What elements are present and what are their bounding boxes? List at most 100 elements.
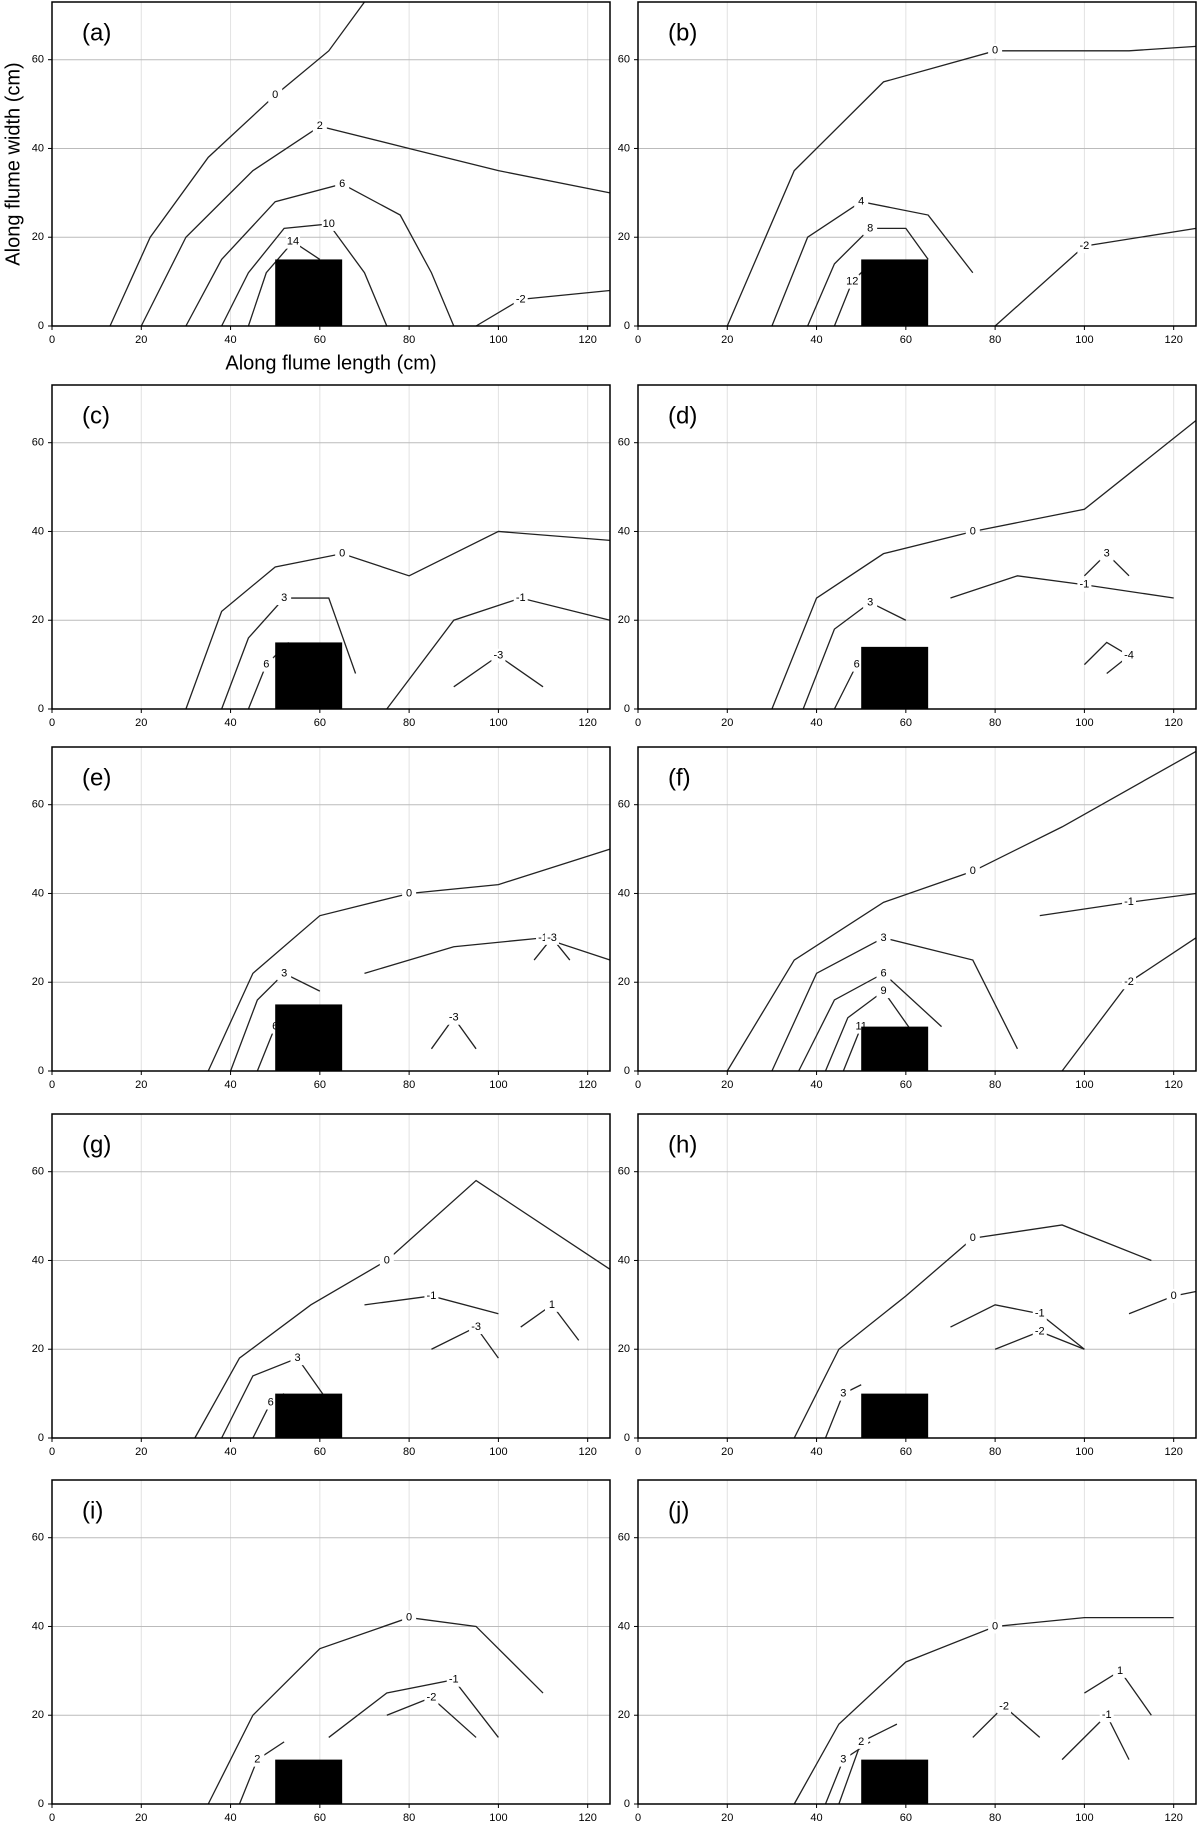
x-tick-label: 100 <box>489 1079 507 1091</box>
contour-label-bg <box>854 1734 869 1749</box>
x-tick-label: 40 <box>810 334 822 346</box>
y-tick-label: 20 <box>32 231 44 243</box>
contour-line <box>771 419 1197 710</box>
contour-label: -1 <box>1080 579 1090 591</box>
contour-label: -3 <box>449 1012 459 1024</box>
contour-label-bg <box>1099 546 1114 561</box>
x-tick-label: 60 <box>900 1812 912 1824</box>
x-tick-label: 100 <box>1075 1446 1093 1458</box>
plot-frame <box>51 1113 611 1439</box>
y-tick-label: 20 <box>618 231 630 243</box>
contour-line <box>364 937 611 974</box>
contour-label: -2 <box>999 1700 1009 1712</box>
y-tick-label: 0 <box>624 320 630 332</box>
x-tick-label: 0 <box>49 1446 55 1458</box>
contour-line <box>726 750 1197 1072</box>
x-tick-label: 40 <box>810 1812 822 1824</box>
contour-label: -2 <box>1080 240 1090 252</box>
contour-line <box>140 125 611 327</box>
x-tick-label: 20 <box>721 1446 733 1458</box>
contour-label-bg <box>965 1231 980 1246</box>
y-tick-label: 20 <box>618 976 630 988</box>
y-tick-label: 0 <box>38 1798 44 1810</box>
contour-label: -1 <box>427 1290 437 1302</box>
contour-label-bg <box>988 43 1003 58</box>
contour-line <box>229 972 321 1072</box>
x-tick-label: 80 <box>989 1446 1001 1458</box>
x-tick-label: 80 <box>989 717 1001 729</box>
x-tick-label: 80 <box>403 1812 415 1824</box>
contour-label: -2 <box>427 1691 437 1703</box>
panel: 0 20 40 60 80 100 120 0 20 40 60 0 2 -1 -2 (i) <box>32 1479 611 1824</box>
x-tick-label: 80 <box>403 1446 415 1458</box>
contour-label-bg <box>876 930 891 945</box>
contour-label-bg <box>836 1386 851 1401</box>
contour-label: 9 <box>880 985 886 997</box>
contour-label-bg <box>277 591 292 606</box>
contour-label: -2 <box>1124 976 1134 988</box>
x-tick-label: 60 <box>314 1079 326 1091</box>
panel-title: (c) <box>82 402 110 429</box>
contour-label: -1 <box>449 1674 459 1686</box>
contour-label-bg <box>1099 1708 1114 1723</box>
contour-label: -1 <box>1124 896 1134 908</box>
contour-label-bg <box>544 1297 559 1312</box>
x-tick-label: 60 <box>314 334 326 346</box>
x-tick-label: 60 <box>314 1812 326 1824</box>
x-tick-label: 20 <box>721 1812 733 1824</box>
x-tick-label: 60 <box>900 334 912 346</box>
y-tick-label: 0 <box>38 1432 44 1444</box>
x-tick-label: 20 <box>135 1812 147 1824</box>
x-tick-label: 100 <box>489 1446 507 1458</box>
contour-label: -3 <box>494 650 504 662</box>
y-tick-label: 60 <box>32 1532 44 1544</box>
contour-label-bg <box>402 1610 417 1625</box>
contour-label: 12 <box>846 276 858 288</box>
obstacle <box>275 642 343 709</box>
contour-label-bg <box>268 88 283 103</box>
contour-label: 0 <box>970 865 976 877</box>
y-tick-label: 40 <box>618 525 630 537</box>
x-tick-label: 120 <box>1165 1079 1183 1091</box>
x-tick-label: 40 <box>224 1446 236 1458</box>
y-tick-label: 60 <box>618 437 630 449</box>
contour-label: 1 <box>549 1299 555 1311</box>
x-tick-label: 0 <box>49 717 55 729</box>
contour-label-bg <box>424 1690 439 1705</box>
y-tick-label: 40 <box>32 525 44 537</box>
panel-title: (h) <box>668 1131 697 1158</box>
y-tick-label: 20 <box>32 1343 44 1355</box>
contour-line <box>1039 892 1197 917</box>
x-tick-label: 120 <box>1165 717 1183 729</box>
x-tick-label: 120 <box>1165 1446 1183 1458</box>
x-tick-label: 60 <box>314 1446 326 1458</box>
contour-line <box>1061 937 1197 1072</box>
contour-line <box>431 1326 499 1359</box>
contour-line <box>475 289 611 327</box>
contour-line <box>386 597 611 710</box>
x-tick-label: 120 <box>579 1812 597 1824</box>
contour-label: 3 <box>281 592 287 604</box>
x-tick-label: 40 <box>224 1812 236 1824</box>
y-tick-label: 20 <box>32 976 44 988</box>
contour-label-bg <box>402 886 417 901</box>
y-tick-label: 0 <box>624 1065 630 1077</box>
y-axis-label: Along flume width (cm) <box>2 62 24 265</box>
obstacle <box>861 1393 929 1438</box>
obstacle <box>275 1393 343 1438</box>
panel: 0 20 40 60 80 100 120 0 20 40 60 0 3 6 9 11 -2 -1 (f) <box>618 746 1197 1091</box>
plot-frame <box>51 1 611 327</box>
contour-line <box>328 1679 499 1738</box>
x-tick-label: 80 <box>989 1812 1001 1824</box>
panel: 0 20 40 60 80 100 120 0 20 40 60 0 3 6 -1 -3 1 (g) <box>32 1113 611 1458</box>
contour-label: 11 <box>855 1021 866 1033</box>
contour-label-bg <box>863 595 878 610</box>
plot-frame <box>637 1113 1197 1439</box>
contour-label: 6 <box>263 659 269 671</box>
contour-label-bg <box>312 119 327 134</box>
contour-label: 3 <box>840 1388 846 1400</box>
contour-label-bg <box>1032 1306 1047 1321</box>
contour-label-bg <box>965 524 980 539</box>
